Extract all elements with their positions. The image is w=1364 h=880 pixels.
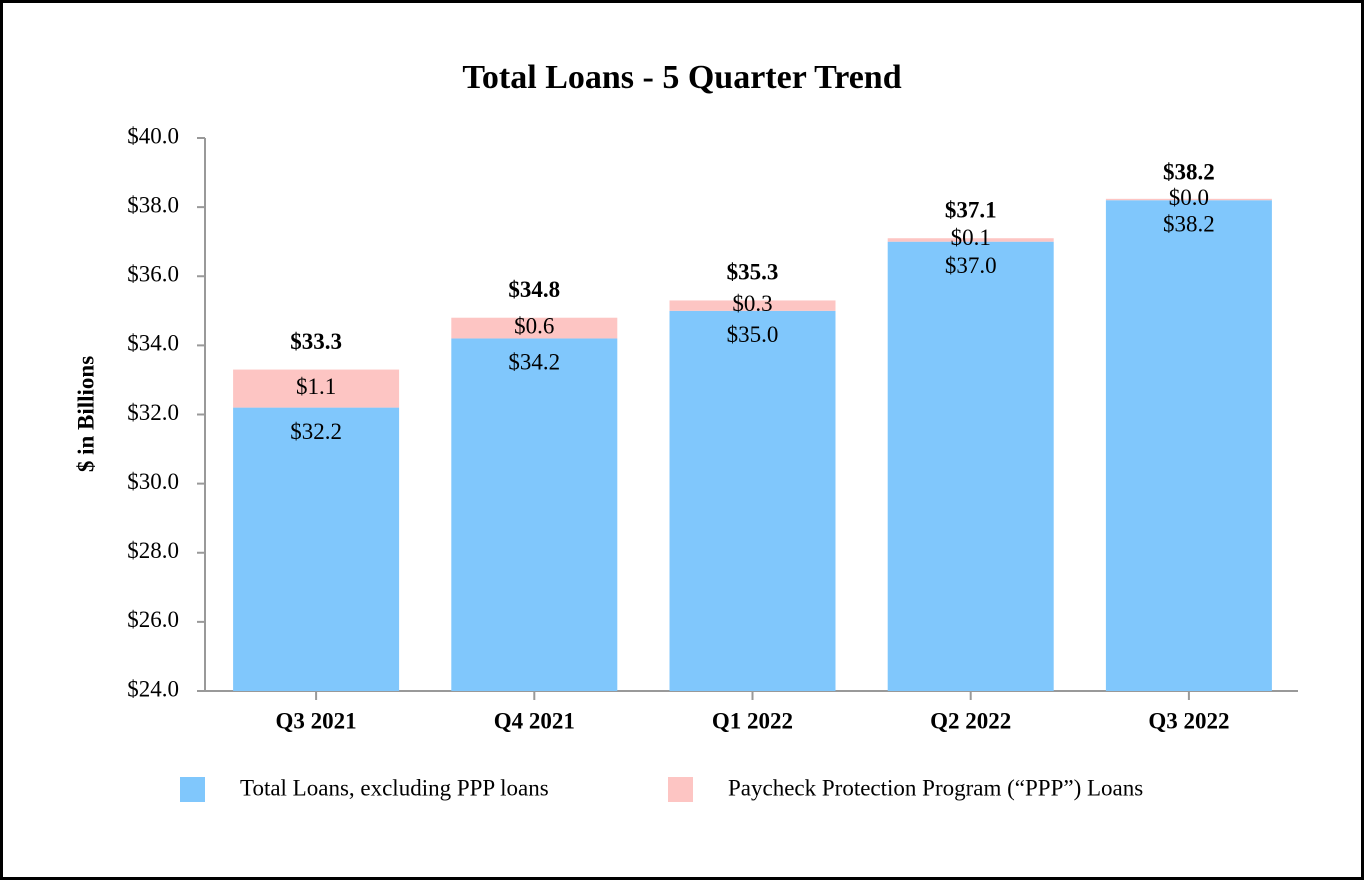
bar-segment	[1105, 200, 1272, 691]
bar-segment	[1105, 198, 1272, 201]
y-tick-label: $32.0	[127, 400, 179, 425]
legend-swatch	[668, 777, 693, 802]
total-label: $33.3	[290, 329, 342, 354]
value-label: $0.6	[514, 313, 554, 338]
total-label: $38.2	[1163, 159, 1215, 184]
bar-segment	[233, 407, 400, 691]
total-label: $35.3	[727, 260, 779, 285]
legend-label: Total Loans, excluding PPP loans	[240, 775, 549, 800]
y-axis-label: $ in Billions	[73, 356, 98, 472]
bar-segment	[451, 338, 618, 691]
x-tick-label: Q2 2022	[930, 708, 1011, 733]
value-label: $35.0	[727, 322, 779, 347]
legend-swatch	[180, 777, 205, 802]
y-tick-label: $36.0	[127, 262, 179, 287]
legend-label: Paycheck Protection Program (“PPP”) Loan…	[728, 775, 1143, 800]
x-tick-label: Q1 2022	[712, 708, 793, 733]
total-label: $37.1	[945, 198, 997, 223]
bar-segment	[669, 300, 836, 311]
value-label: $0.0	[1169, 185, 1209, 210]
y-tick-label: $24.0	[127, 676, 179, 701]
x-tick-label: Q3 2022	[1148, 708, 1229, 733]
value-label: $38.2	[1163, 211, 1215, 236]
x-tick-label: Q3 2021	[276, 708, 357, 733]
chart-title: Total Loans - 5 Quarter Trend	[462, 59, 901, 96]
bar-segment	[669, 310, 836, 691]
y-tick-label: $40.0	[127, 123, 179, 148]
value-label: $0.3	[732, 291, 772, 316]
bar-segment	[887, 238, 1054, 242]
x-tick-label: Q4 2021	[494, 708, 575, 733]
bar-segment	[233, 369, 400, 408]
y-tick-label: $28.0	[127, 538, 179, 563]
bar-segment	[887, 241, 1054, 691]
value-label: $0.1	[951, 225, 991, 250]
y-tick-label: $26.0	[127, 607, 179, 632]
value-label: $32.2	[290, 419, 342, 444]
total-label: $34.8	[508, 277, 560, 302]
y-tick-label: $38.0	[127, 192, 179, 217]
y-tick-label: $34.0	[127, 331, 179, 356]
y-tick-label: $30.0	[127, 469, 179, 494]
value-label: $34.2	[508, 350, 560, 375]
value-label: $1.1	[296, 374, 336, 399]
value-label: $37.0	[945, 253, 997, 278]
bar-segment	[451, 317, 618, 339]
